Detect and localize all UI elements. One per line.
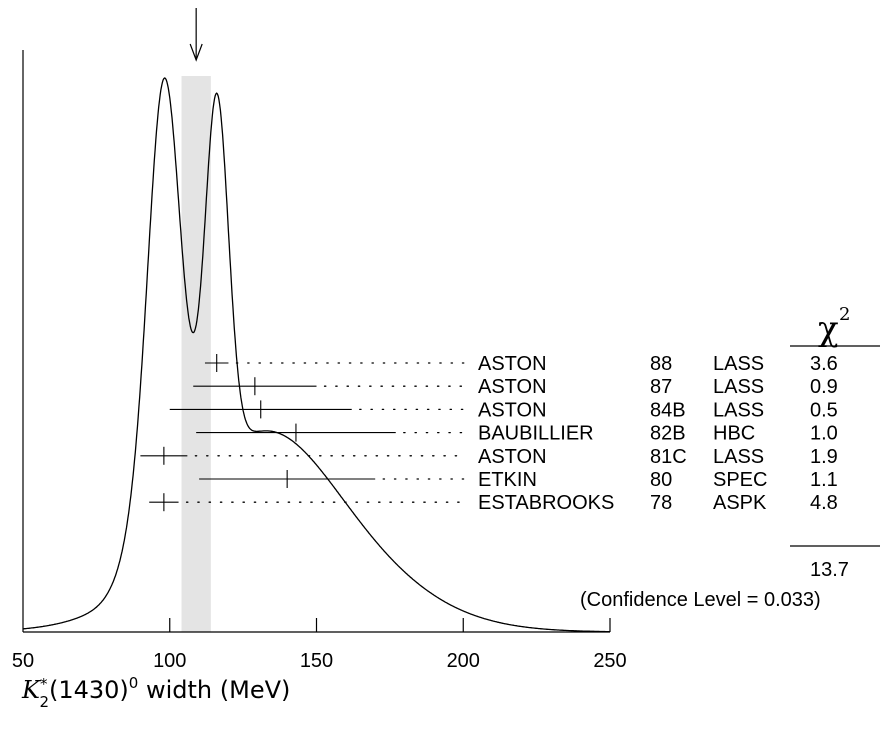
measurement-row: ASTON 84B LASS 0.5 <box>169 399 838 421</box>
measurement-year: 84B <box>650 399 686 421</box>
x-label-star: * <box>40 675 48 693</box>
measurement-author: ETKIN <box>478 469 537 491</box>
chi2-header: χ <box>818 309 839 349</box>
measurement-author: ASTON <box>478 446 547 468</box>
confidence-level: (Confidence Level = 0.033) <box>580 589 821 611</box>
weighted-average-group <box>181 8 211 632</box>
chi2-total: 13.7 <box>810 559 849 581</box>
measurement-experiment: LASS <box>713 376 764 398</box>
measurement-chi2: 1.9 <box>810 446 838 468</box>
measurement-chi2: 3.6 <box>810 353 838 375</box>
chi2-header-superscript: 2 <box>839 304 850 325</box>
measurement-experiment: SPEC <box>713 469 767 491</box>
x-tick-label: 100 <box>153 650 186 672</box>
x-axis-label: K* 2(1430)0 width (MeV) <box>21 674 290 711</box>
measurement-chi2: 1.1 <box>810 469 838 491</box>
measurement-year: 80 <box>650 469 672 491</box>
measurement-year: 82B <box>650 423 686 445</box>
measurement-author: ASTON <box>478 353 547 375</box>
measurement-row: ESTABROOKS 78 ASPK 4.8 <box>149 492 838 514</box>
measurement-chi2: 0.9 <box>810 376 838 398</box>
measurement-author: BAUBILLIER <box>478 423 594 445</box>
measurement-experiment: LASS <box>713 446 764 468</box>
average-band <box>181 76 211 632</box>
measurement-experiment: LASS <box>713 353 764 375</box>
measurement-experiment: HBC <box>713 423 755 445</box>
x-label-symbol: K <box>21 676 42 704</box>
measurements: ASTON 88 LASS 3.6 ASTON 87 LASS 0.9 ASTON 84B LASS… <box>140 353 838 514</box>
measurement-row: ETKIN 80 SPEC 1.1 <box>199 469 838 491</box>
measurement-year: 78 <box>650 492 672 514</box>
x-tick-label: 250 <box>593 650 626 672</box>
measurement-experiment: LASS <box>713 399 764 421</box>
measurement-experiment: ASPK <box>713 492 767 514</box>
x-label-superscript: 0 <box>129 674 139 692</box>
measurement-year: 87 <box>650 376 672 398</box>
measurement-chi2: 1.0 <box>810 423 838 445</box>
measurement-year: 81C <box>650 446 687 468</box>
measurement-row: BAUBILLIER 82B HBC 1.0 <box>196 423 838 445</box>
measurement-author: ASTON <box>478 399 547 421</box>
measurement-author: ESTABROOKS <box>478 492 614 514</box>
average-arrow-head <box>189 43 203 62</box>
x-label-tail: width (MeV) <box>138 676 290 704</box>
measurement-year: 88 <box>650 353 672 375</box>
measurement-row: ASTON 81C LASS 1.9 <box>140 446 838 468</box>
measurement-row: ASTON 88 LASS 3.6 <box>204 353 838 375</box>
measurement-chi2: 0.5 <box>810 399 838 421</box>
measurement-chi2: 4.8 <box>810 492 838 514</box>
measurement-author: ASTON <box>478 376 547 398</box>
x-tick-label: 200 <box>447 650 480 672</box>
measurement-row: ASTON 87 LASS 0.9 <box>193 376 838 398</box>
x-ticks: 50 100 150 200 250 <box>12 618 627 672</box>
x-label-rest: (1430) <box>49 676 129 704</box>
x-tick-label: 150 <box>300 650 333 672</box>
x-tick-label: 50 <box>12 650 34 672</box>
ideogram-curve <box>22 77 610 633</box>
x-label-subscript: 2 <box>39 693 49 711</box>
